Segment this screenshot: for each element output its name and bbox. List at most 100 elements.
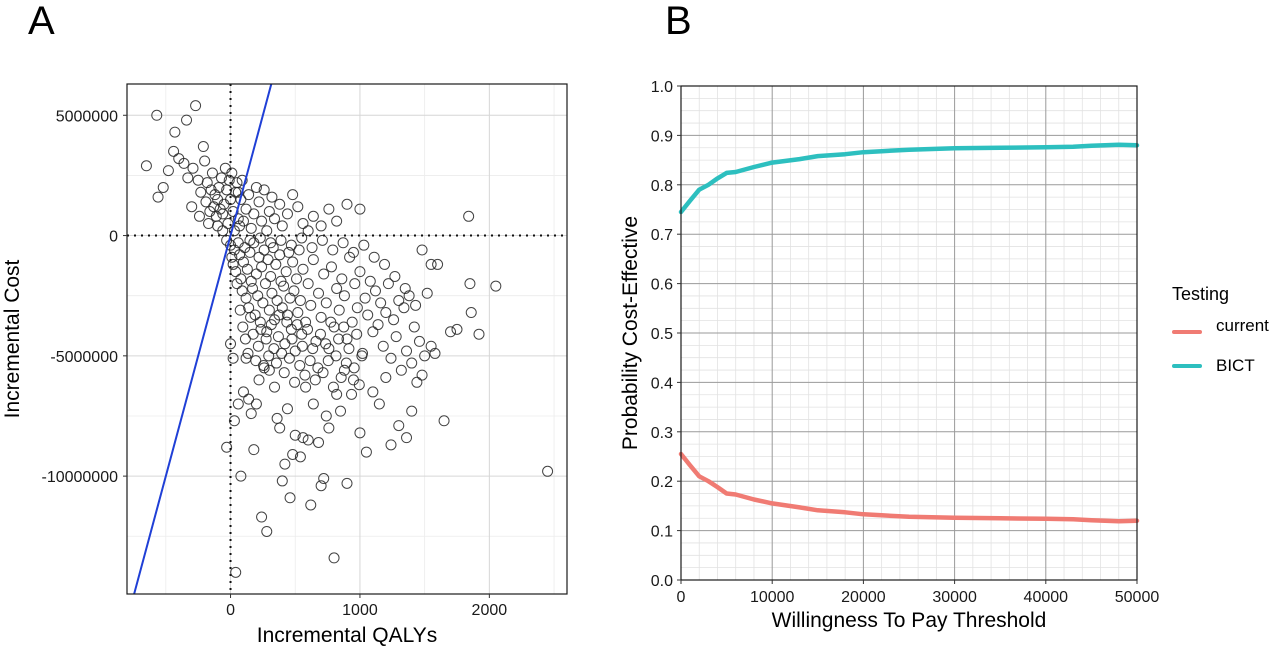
scatter-point	[372, 319, 384, 331]
scatter-point	[258, 184, 270, 196]
scatter-point	[254, 316, 266, 328]
scatter-point	[140, 160, 152, 172]
scatter-point	[354, 203, 366, 215]
scatter-point	[390, 331, 402, 343]
scatter-point	[237, 386, 249, 398]
scatter-point	[291, 273, 303, 285]
x-tick-label: 2000	[472, 602, 508, 619]
scatter-point	[256, 215, 268, 227]
scatter-point	[215, 172, 227, 184]
scatter-point	[269, 213, 281, 225]
scatter-point	[380, 307, 392, 319]
y-tick-label: 0.1	[651, 524, 673, 541]
y-tick-label: 1.0	[651, 79, 673, 96]
plot-frame-a	[126, 83, 568, 595]
scatter-point	[269, 381, 281, 393]
scatter-point	[287, 448, 299, 460]
scatter-point	[244, 234, 256, 246]
scatter-point	[265, 237, 277, 249]
plot-area-a	[127, 84, 567, 594]
scatter-point	[283, 352, 295, 364]
series-lines	[678, 142, 1140, 524]
scatter-point	[226, 167, 238, 179]
y-tick-label: 0.7	[651, 227, 673, 244]
scatter-point	[262, 254, 274, 266]
scatter-point	[200, 196, 212, 208]
scatter-point	[300, 316, 312, 328]
x-tick-label: 0	[226, 602, 235, 619]
scatter-point	[276, 475, 288, 487]
scatter-point	[288, 285, 300, 297]
scatter-point	[302, 278, 314, 290]
scatter-point	[248, 444, 260, 456]
scatter-point	[408, 321, 420, 333]
scatter-point	[368, 251, 380, 263]
scatter-point	[178, 157, 190, 169]
scatter-point	[265, 270, 277, 282]
scatter-point	[385, 352, 397, 364]
scatter-point	[309, 374, 321, 386]
scatter-point	[327, 381, 339, 393]
scatter-point	[425, 340, 437, 352]
y-tick-label: -5000000	[50, 349, 118, 366]
scatter-point	[252, 290, 264, 302]
scatter-point	[313, 436, 325, 448]
scatter-point	[260, 333, 272, 345]
scatter-point	[228, 415, 240, 427]
scatter-point	[283, 246, 295, 258]
scatter-point	[292, 201, 304, 213]
scatter-point	[232, 398, 244, 410]
scatter-point	[445, 326, 457, 338]
scatter-point	[306, 242, 318, 254]
scatter-point	[335, 371, 347, 383]
scatter-point	[316, 234, 328, 246]
scatter-point	[258, 359, 270, 371]
scatter-point	[247, 282, 259, 294]
scatter-point	[367, 386, 379, 398]
scatter-point	[399, 282, 411, 294]
scatter-point	[318, 473, 330, 485]
scatter-point	[289, 376, 301, 388]
scatter-point	[255, 323, 267, 335]
scatter-point	[239, 333, 251, 345]
scatter-point	[416, 369, 428, 381]
scatter-point	[380, 371, 392, 383]
scatter-point	[243, 189, 255, 201]
y-tick-label: 0.0	[651, 573, 673, 590]
scatter-point	[338, 290, 350, 302]
scatter-point	[347, 246, 359, 258]
scatter-point	[373, 398, 385, 410]
y-axis-b: 0.0 0.1 0.2 0.3 0.4 0.5 0.6 0.7 0.8 0.9 1.0	[651, 79, 681, 590]
scatter-point	[340, 357, 352, 369]
scatter-point	[169, 126, 181, 138]
scatter-point	[193, 210, 205, 222]
scatter-point	[232, 213, 244, 225]
scatter-point	[243, 393, 255, 405]
scatter-point	[276, 220, 288, 232]
scatter-point	[335, 405, 347, 417]
scatter-point	[323, 422, 335, 434]
scatter-point	[237, 321, 249, 333]
scatter-point	[379, 258, 391, 270]
panel-letter-b: B	[665, 0, 692, 43]
scatter-point	[315, 220, 327, 232]
y-tick-label: 0	[109, 229, 118, 246]
scatter-point	[227, 206, 239, 217]
scatter-point	[273, 309, 285, 321]
scatter-point	[252, 340, 264, 352]
scatter-point	[333, 304, 345, 316]
scatter-point	[305, 499, 317, 511]
scatter-point	[358, 239, 370, 251]
scatter-point	[217, 225, 229, 237]
scatter-point	[276, 347, 288, 359]
panel-letter-a: A	[28, 0, 55, 43]
y-tick-label: -10000000	[41, 469, 118, 486]
scatter-point	[230, 566, 242, 578]
scatter-point	[287, 189, 299, 201]
scatter-point	[359, 292, 371, 304]
scatter-point	[265, 319, 277, 331]
scatter-point	[395, 364, 407, 376]
scatter-point	[317, 367, 329, 379]
scatter-point	[375, 297, 387, 309]
